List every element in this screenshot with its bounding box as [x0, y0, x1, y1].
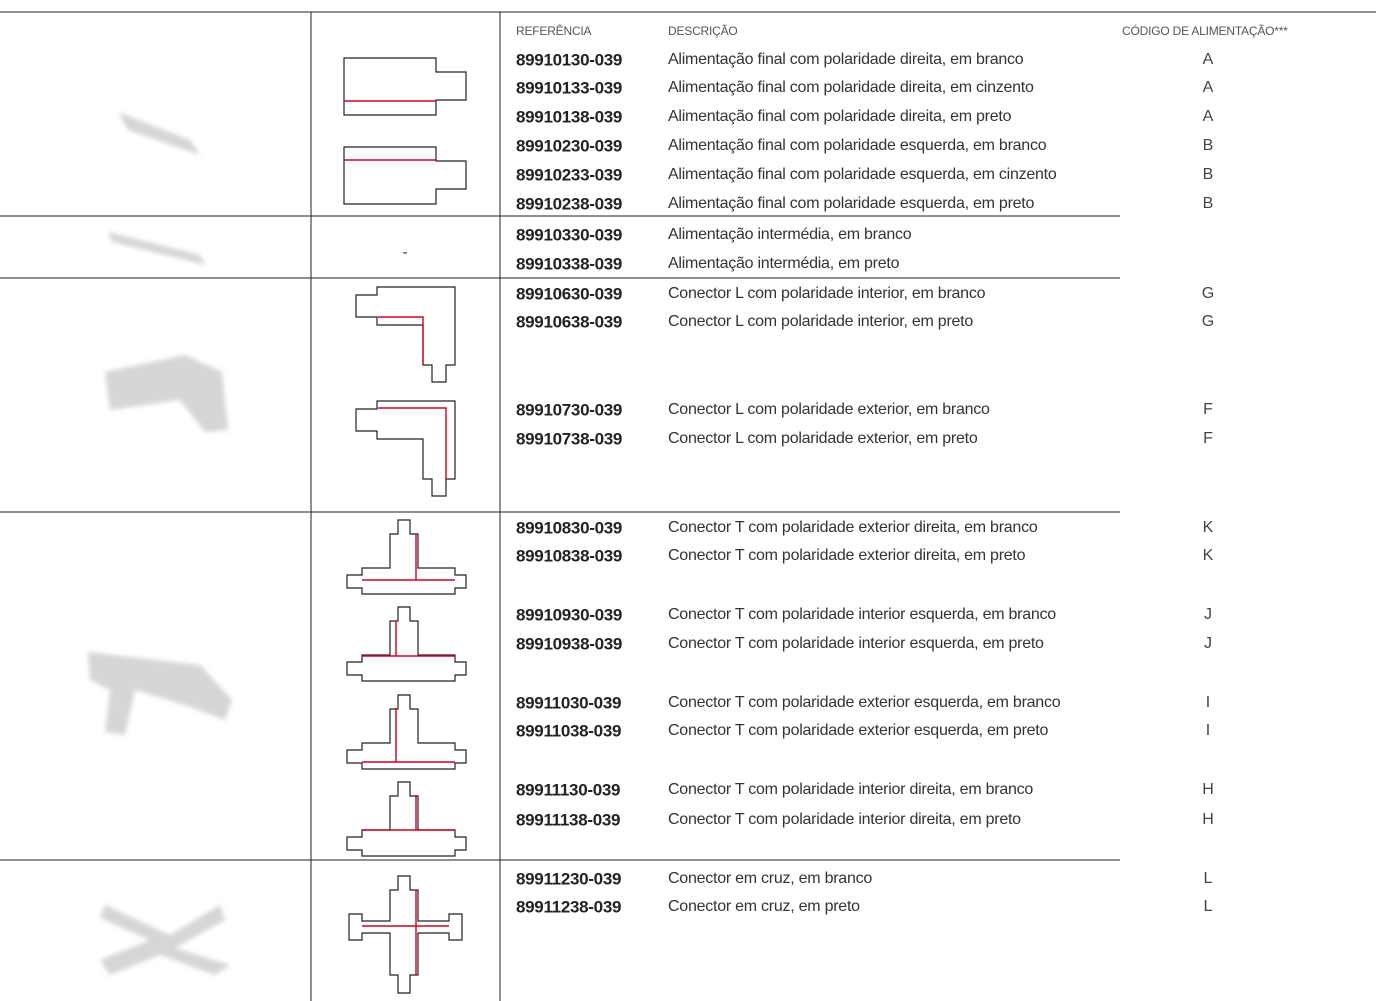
- feed-code: B: [1202, 166, 1214, 183]
- reference: 89910638-039: [516, 312, 623, 332]
- description: Conector L com polaridade exterior, em b…: [668, 401, 990, 418]
- reference: 89910233-039: [516, 165, 623, 185]
- description: Conector T com polaridade exterior direi…: [668, 519, 1038, 536]
- reference: 89910138-039: [516, 107, 623, 127]
- reference: 89911238-039: [516, 897, 622, 917]
- reference: 89910930-039: [516, 605, 623, 625]
- description: Alimentação final com polaridade esquerd…: [668, 166, 1057, 183]
- reference: 89911230-039: [516, 869, 622, 889]
- reference: 89910938-039: [516, 634, 623, 654]
- diagrams: [343, 57, 467, 994]
- feed-code: L: [1203, 870, 1213, 887]
- reference: 89910730-039: [516, 400, 623, 420]
- description: Conector T com polaridade interior direi…: [668, 781, 1034, 798]
- feed-code: A: [1202, 51, 1214, 68]
- description: Conector L com polaridade exterior, em p…: [668, 430, 978, 447]
- polarity-lines: [344, 100, 455, 975]
- reference: 89910630-039: [516, 284, 623, 304]
- header-description: DESCRIÇÃO: [668, 24, 738, 38]
- feed-code: H: [1202, 781, 1214, 798]
- photo: [108, 232, 206, 265]
- feed-code: F: [1203, 401, 1213, 418]
- product-photos: [88, 112, 232, 975]
- header-code: CÓDIGO DE ALIMENTAÇÃO***: [1122, 24, 1288, 38]
- photo: [88, 652, 232, 735]
- feed-code: A: [1202, 108, 1214, 125]
- photo: [100, 905, 230, 975]
- description: Alimentação intermédia, em preto: [668, 255, 900, 272]
- feed-code: K: [1202, 547, 1214, 564]
- feed-code: J: [1204, 635, 1212, 652]
- description: Conector T com polaridade interior direi…: [668, 811, 1021, 828]
- feed-code: B: [1202, 195, 1214, 212]
- reference: 89910830-039: [516, 518, 623, 538]
- description: Alimentação final com polaridade direita…: [668, 108, 1012, 125]
- description: Alimentação final com polaridade esquerd…: [668, 195, 1035, 212]
- feed-code: H: [1202, 811, 1214, 828]
- reference: 89911038-039: [516, 721, 622, 741]
- feed-code: L: [1203, 898, 1213, 915]
- description: Alimentação final com polaridade esquerd…: [668, 137, 1047, 154]
- reference: 89911130-039: [516, 780, 621, 800]
- header-reference: REFERÊNCIA: [516, 24, 592, 38]
- description: Conector em cruz, em branco: [668, 870, 872, 887]
- diagram-label: -: [402, 244, 408, 261]
- reference: 89910130-039: [516, 50, 623, 70]
- feed-code: I: [1205, 694, 1211, 711]
- feed-code: G: [1201, 285, 1215, 302]
- description: Alimentação intermédia, em branco: [668, 226, 912, 243]
- description: Conector T com polaridade exterior esque…: [668, 694, 1061, 711]
- description: Conector T com polaridade exterior direi…: [668, 547, 1026, 564]
- feed-code: I: [1205, 722, 1211, 739]
- reference: 89910738-039: [516, 429, 623, 449]
- description: Conector T com polaridade interior esque…: [668, 606, 1056, 623]
- description: Conector em cruz, em preto: [668, 898, 860, 915]
- reference: 89910330-039: [516, 225, 623, 245]
- photo: [105, 355, 228, 432]
- description: Conector T com polaridade interior esque…: [668, 635, 1044, 652]
- feed-code: B: [1202, 137, 1214, 154]
- reference: 89910238-039: [516, 194, 623, 214]
- reference: 89910338-039: [516, 254, 623, 274]
- description: Conector L com polaridade interior, em p…: [668, 313, 974, 330]
- feed-code: J: [1204, 606, 1212, 623]
- photo: [118, 112, 200, 155]
- reference: 89911138-039: [516, 810, 621, 830]
- description: Conector T com polaridade exterior esque…: [668, 722, 1049, 739]
- feed-code: A: [1202, 79, 1214, 96]
- reference: 89910838-039: [516, 546, 623, 566]
- description: Alimentação final com polaridade direita…: [668, 79, 1034, 96]
- reference: 89911030-039: [516, 693, 622, 713]
- reference: 89910133-039: [516, 78, 623, 98]
- feed-code: K: [1202, 519, 1214, 536]
- description: Conector L com polaridade interior, em b…: [668, 285, 986, 302]
- feed-code: G: [1201, 313, 1215, 330]
- description: Alimentação final com polaridade direita…: [668, 51, 1024, 68]
- reference: 89910230-039: [516, 136, 623, 156]
- feed-code: F: [1203, 430, 1213, 447]
